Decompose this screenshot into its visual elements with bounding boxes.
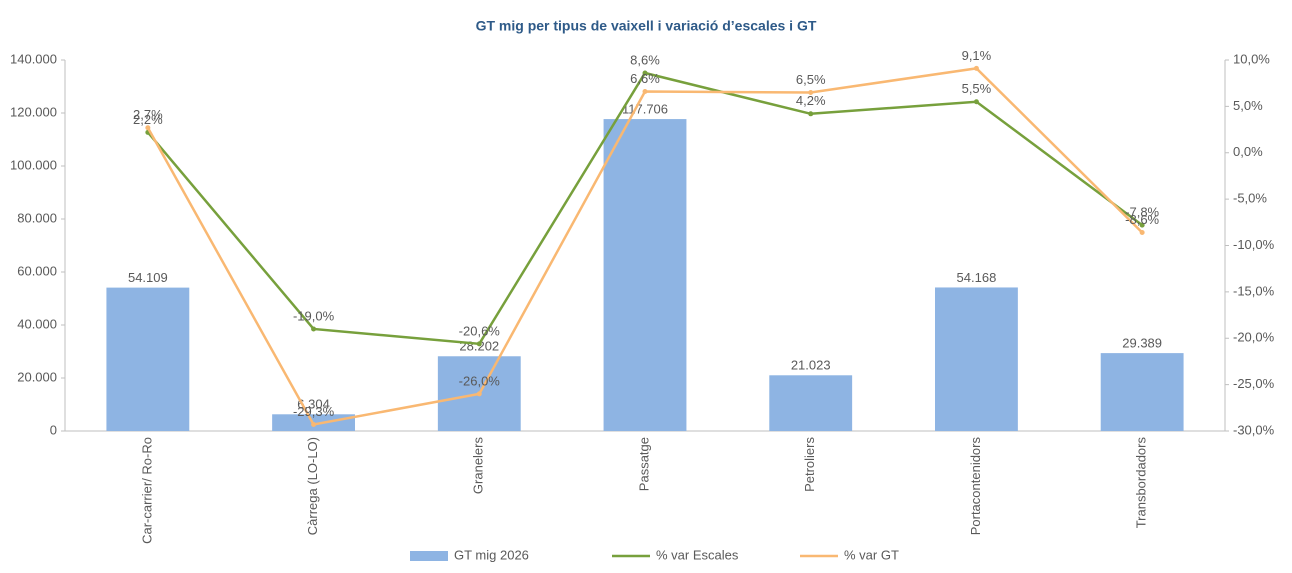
line-label: -19,0%: [293, 308, 335, 323]
y-tick-label: 20.000: [17, 369, 57, 384]
bar-label: 54.109: [128, 270, 168, 285]
line-label: 6,5%: [796, 72, 826, 87]
bar-label: 21.023: [791, 358, 831, 373]
bar: [106, 287, 190, 431]
y2-tick-label: 5,0%: [1233, 98, 1263, 113]
line-label: 9,1%: [962, 48, 992, 63]
line-label: -8,6%: [1125, 212, 1159, 227]
legend-swatch: [410, 551, 448, 561]
x-tick-label: Granelers: [471, 437, 486, 495]
line-label: 2,7%: [133, 107, 163, 122]
point: [973, 99, 979, 105]
x-tick-label: Portacontenidors: [968, 437, 983, 536]
line-label: -29,3%: [293, 404, 335, 419]
point: [145, 125, 151, 131]
point: [973, 65, 979, 71]
point: [642, 70, 648, 76]
point: [1139, 230, 1145, 236]
bar: [1100, 353, 1184, 431]
y2-tick-label: -5,0%: [1233, 191, 1267, 206]
line-label: 6,6%: [630, 71, 660, 86]
y2-tick-label: 0,0%: [1233, 144, 1263, 159]
line-label: 2,2%: [133, 112, 163, 127]
x-tick-label: Transbordadors: [1134, 437, 1149, 529]
y2-tick-label: 10,0%: [1233, 51, 1270, 66]
point: [642, 89, 648, 95]
y-tick-label: 120.000: [10, 104, 57, 119]
line-label: 8,6%: [630, 52, 660, 67]
y-tick-label: 60.000: [17, 263, 57, 278]
legend-label: GT mig 2026: [454, 547, 529, 562]
legend-label: % var GT: [844, 547, 899, 562]
point: [808, 111, 814, 117]
point: [476, 341, 482, 347]
x-tick-label: Passatge: [636, 437, 651, 491]
chart-title: GT mig per tipus de vaixell i variació d…: [476, 18, 817, 34]
bar-label: 29.389: [1122, 336, 1162, 351]
y2-tick-label: -30,0%: [1233, 422, 1275, 437]
bar-label: 117.706: [622, 102, 668, 117]
line-label: 4,2%: [796, 93, 826, 108]
point: [311, 326, 317, 332]
point: [1139, 222, 1145, 228]
line-label: -20,6%: [459, 323, 501, 338]
y-tick-label: 80.000: [17, 210, 57, 225]
point: [311, 422, 317, 428]
bar-label: 54.168: [957, 270, 997, 285]
point: [476, 391, 482, 397]
y-tick-label: 100.000: [10, 157, 57, 172]
bar: [935, 287, 1018, 431]
point: [808, 89, 814, 95]
y2-tick-label: -15,0%: [1233, 283, 1275, 298]
y-tick-label: 140.000: [10, 51, 57, 66]
x-tick-label: Càrrega (LO-LO): [305, 437, 320, 535]
line-label: -7,8%: [1125, 205, 1159, 220]
x-tick-label: Car-carrier/ Ro-Ro: [139, 437, 154, 544]
bar: [603, 119, 687, 431]
x-tick-label: Petroliers: [802, 437, 817, 492]
y-tick-label: 0: [50, 422, 57, 437]
line-label: 5,5%: [962, 81, 992, 96]
bar: [769, 375, 853, 431]
y-tick-label: 40.000: [17, 316, 57, 331]
y2-tick-label: -25,0%: [1233, 376, 1275, 391]
line-label: -26,0%: [459, 373, 501, 388]
y2-tick-label: -20,0%: [1233, 330, 1275, 345]
legend-label: % var Escales: [656, 547, 739, 562]
y2-tick-label: -10,0%: [1233, 237, 1275, 252]
